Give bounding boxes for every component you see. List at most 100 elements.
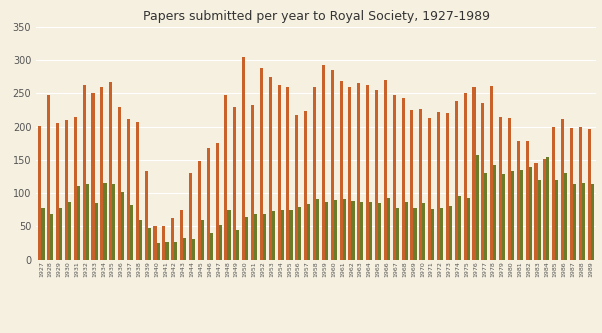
Bar <box>307 204 310 260</box>
Bar <box>121 192 124 260</box>
Bar <box>393 95 396 260</box>
Bar <box>278 85 281 260</box>
Bar <box>535 163 538 260</box>
Bar <box>201 220 204 260</box>
Bar <box>127 119 130 260</box>
Bar <box>171 218 175 260</box>
Bar <box>154 226 157 260</box>
Bar <box>499 117 502 260</box>
Bar <box>92 93 95 260</box>
Bar <box>85 184 89 260</box>
Bar <box>209 233 213 260</box>
Bar <box>290 210 293 260</box>
Bar <box>357 83 361 260</box>
Bar <box>579 127 582 260</box>
Bar <box>216 143 219 260</box>
Bar <box>428 118 431 260</box>
Bar <box>384 80 387 260</box>
Bar <box>543 159 547 260</box>
Bar <box>304 111 307 260</box>
Bar <box>538 180 541 260</box>
Bar <box>352 201 355 260</box>
Bar <box>198 161 201 260</box>
Bar <box>130 205 133 260</box>
Bar <box>206 148 209 260</box>
Bar <box>82 85 85 260</box>
Bar <box>570 128 573 260</box>
Bar <box>136 122 139 260</box>
Bar <box>157 243 160 260</box>
Bar <box>573 184 576 260</box>
Bar <box>189 173 192 260</box>
Bar <box>419 109 423 260</box>
Bar <box>508 118 511 260</box>
Bar <box>42 208 45 260</box>
Bar <box>366 85 369 260</box>
Bar <box>228 210 231 260</box>
Bar <box>268 77 272 260</box>
Bar <box>467 198 470 260</box>
Bar <box>95 203 98 260</box>
Bar <box>481 103 485 260</box>
Bar <box>405 202 408 260</box>
Bar <box>490 86 493 260</box>
Bar <box>349 87 352 260</box>
Bar <box>564 173 567 260</box>
Bar <box>175 242 178 260</box>
Bar <box>237 230 240 260</box>
Bar <box>313 87 316 260</box>
Bar <box>330 70 334 260</box>
Bar <box>299 207 302 260</box>
Bar <box>260 68 263 260</box>
Bar <box>449 206 452 260</box>
Bar <box>375 90 378 260</box>
Bar <box>183 238 186 260</box>
Bar <box>233 107 237 260</box>
Bar <box>163 226 166 260</box>
Bar <box>65 120 68 260</box>
Bar <box>414 208 417 260</box>
Bar <box>402 98 405 260</box>
Bar <box>219 225 222 260</box>
Bar <box>139 220 142 260</box>
Bar <box>411 110 414 260</box>
Bar <box>396 208 399 260</box>
Bar <box>77 186 80 260</box>
Bar <box>582 183 585 260</box>
Bar <box>340 81 343 260</box>
Bar <box>56 123 59 260</box>
Bar <box>51 214 54 260</box>
Bar <box>502 174 505 260</box>
Bar <box>104 183 107 260</box>
Title: Papers submitted per year to Royal Society, 1927-1989: Papers submitted per year to Royal Socie… <box>143 10 489 23</box>
Bar <box>166 242 169 260</box>
Bar <box>458 196 461 260</box>
Bar <box>511 171 514 260</box>
Bar <box>147 228 151 260</box>
Bar <box>272 211 275 260</box>
Bar <box>325 202 328 260</box>
Bar <box>526 141 529 260</box>
Bar <box>295 115 299 260</box>
Bar <box>263 214 266 260</box>
Bar <box>74 117 77 260</box>
Bar <box>225 95 228 260</box>
Bar <box>547 157 550 260</box>
Bar <box>251 105 254 260</box>
Bar <box>464 93 467 260</box>
Bar <box>245 217 248 260</box>
Bar <box>109 82 113 260</box>
Bar <box>485 173 488 260</box>
Bar <box>101 87 104 260</box>
Bar <box>316 199 319 260</box>
Bar <box>322 65 325 260</box>
Bar <box>254 214 257 260</box>
Bar <box>517 141 520 260</box>
Bar <box>361 202 364 260</box>
Bar <box>343 199 346 260</box>
Bar <box>437 112 440 260</box>
Bar <box>473 87 476 260</box>
Bar <box>242 57 245 260</box>
Bar <box>561 119 564 260</box>
Bar <box>555 180 558 260</box>
